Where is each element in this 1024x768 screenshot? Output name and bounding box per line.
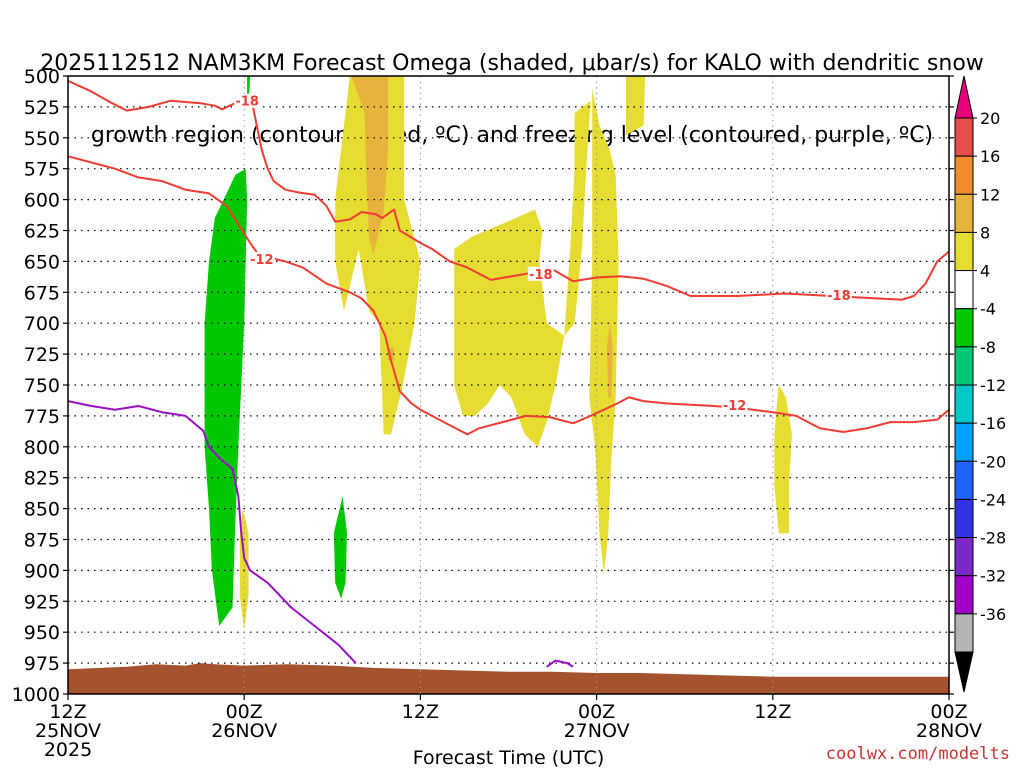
contour-line--18 [67, 79, 950, 301]
colorbar-label: 16 [980, 147, 1000, 166]
x-tick-label: 00Z [578, 701, 615, 723]
colorbar-label: 4 [980, 262, 990, 281]
colorbar-label: 20 [980, 109, 1000, 128]
colorbar-swatch [954, 270, 974, 310]
colorbar-swatch [954, 193, 974, 233]
ground-terrain [68, 663, 949, 694]
colorbar-swatch [954, 231, 974, 272]
omega-positive-4-8 [626, 76, 646, 136]
colorbar-label: -4 [980, 300, 996, 319]
y-tick-label: 900 [24, 560, 60, 582]
freezing-level-line [546, 659, 574, 668]
y-tick-label: 825 [24, 468, 60, 490]
colorbar-swatch [954, 613, 974, 653]
omega-positive-4-8 [589, 88, 619, 575]
omega-positive-8-12 [351, 76, 389, 256]
y-tick-label: 800 [24, 437, 60, 459]
y-axis: 500 525 550 575 600 625 650 675 700 725 750 775 800 8… [12, 66, 954, 706]
contour-label: -12 [723, 399, 747, 414]
y-tick-label: 675 [24, 282, 60, 304]
colorbar-swatch [954, 346, 974, 386]
x-tick-label: 2025 [44, 739, 92, 761]
freezing-level-line [67, 400, 357, 664]
colorbar-swatch [954, 117, 974, 157]
x-tick-label: 25NOV [35, 720, 101, 742]
chart-title-line1: 2025112512 NAM3KM Forecast Omega (shaded… [40, 51, 984, 76]
y-tick-label: 1000 [12, 684, 60, 706]
y-tick-label: 975 [24, 653, 60, 675]
source-credit: coolwx.com/modelts [825, 744, 1010, 764]
grid-lines [68, 76, 949, 694]
colorbar-swatch [954, 537, 974, 577]
contour-label: -18 [827, 289, 851, 304]
colorbar-label: -24 [980, 490, 1006, 509]
contour-label-bg [825, 287, 852, 302]
contour-label-bg [527, 266, 554, 281]
x-tick-label: 12Z [402, 701, 439, 723]
x-tick-label: 12Z [754, 701, 791, 723]
contour-label-bg [248, 251, 275, 266]
colorbar-label: -16 [980, 414, 1006, 433]
chart-title: 2025112512 NAM3KM Forecast Omega (shaded… [0, 4, 1024, 172]
omega-positive-4-8 [564, 100, 591, 336]
colorbar-label: -20 [980, 452, 1006, 471]
colorbar: 20 16 12 8 4 -4 -8 -12 -16 -20 -24 -28 -32 -36 [954, 75, 1006, 693]
colorbar-label: 12 [980, 185, 1000, 204]
y-tick-label: 625 [24, 221, 60, 243]
colorbar-label: -36 [980, 605, 1006, 624]
x-tick-label: 28NOV [916, 720, 982, 742]
colorbar-swatch [954, 460, 974, 500]
contour-label-bg [721, 397, 748, 412]
y-tick-label: 875 [24, 530, 60, 552]
contour-label: -12 [250, 253, 274, 268]
omega-positive-4-8 [335, 76, 421, 435]
omega-positive-4-8 [454, 209, 565, 447]
omega-positive-8-12 [606, 323, 613, 398]
y-tick-label: 575 [24, 159, 60, 181]
contour-line--12 [67, 155, 950, 436]
colorbar-swatch [954, 155, 974, 195]
contour-label: -18 [235, 95, 259, 110]
y-tick-label: 725 [24, 344, 60, 366]
y-tick-label: 925 [24, 591, 60, 613]
y-tick-label: 750 [24, 375, 60, 397]
y-tick-label: 600 [24, 190, 60, 212]
colorbar-swatch [954, 308, 974, 348]
y-tick-label: 650 [24, 251, 60, 273]
contour-lines-layer [67, 79, 950, 668]
x-axis-label: Forecast Time (UTC) [413, 747, 604, 768]
x-tick-label: 12Z [49, 701, 86, 723]
y-tick-label: 700 [24, 313, 60, 335]
x-tick-label: 26NOV [211, 720, 277, 742]
y-tick-label: 525 [24, 97, 60, 119]
x-tick-label: 00Z [226, 701, 263, 723]
colorbar-top-arrow [954, 75, 974, 119]
contour-label-bg [234, 93, 261, 108]
y-tick-label: 950 [24, 622, 60, 644]
colorbar-label: -32 [980, 567, 1006, 586]
omega-negative-4-8 [333, 496, 347, 599]
omega-positive-4-8 [774, 385, 792, 534]
y-tick-label: 775 [24, 406, 60, 428]
y-tick-label: 850 [24, 499, 60, 521]
colorbar-swatch [954, 498, 974, 539]
y-tick-label: 550 [24, 128, 60, 150]
colorbar-label: -8 [980, 338, 996, 357]
colorbar-bottom-arrow [954, 651, 974, 693]
y-tick-label: 500 [24, 66, 60, 88]
colorbar-swatch [954, 422, 974, 462]
omega-negative-4-8 [204, 168, 248, 626]
colorbar-label: -28 [980, 529, 1006, 548]
contour-labels-layer: -18 -18 -18 -12 -12 [234, 93, 852, 414]
contour-label: -18 [529, 268, 553, 283]
colorbar-swatch [954, 575, 974, 615]
colorbar-label: -12 [980, 376, 1006, 395]
x-tick-label: 27NOV [564, 720, 630, 742]
x-tick-label: 00Z [930, 701, 967, 723]
colorbar-swatch [954, 384, 974, 424]
colorbar-label: 8 [980, 223, 990, 242]
